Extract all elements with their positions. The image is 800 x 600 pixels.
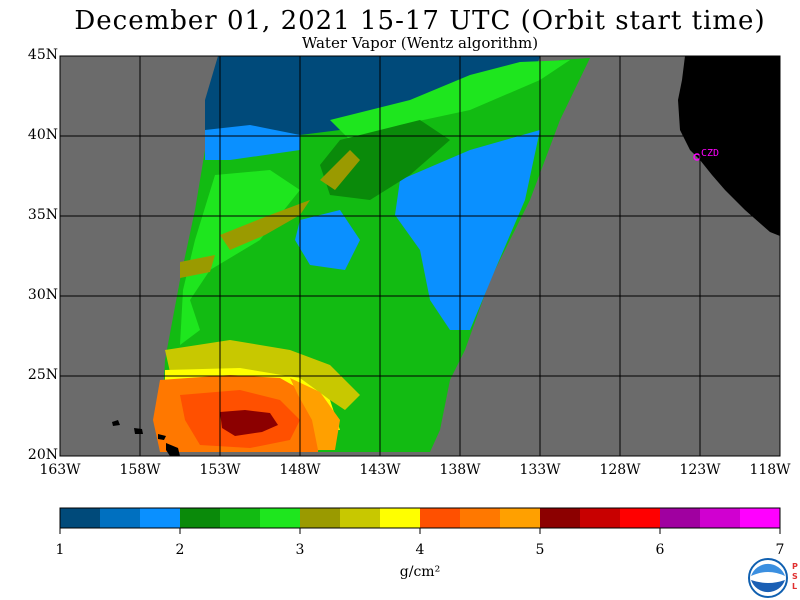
colorbar-swatch (660, 508, 701, 528)
swath-yellow-band (165, 340, 360, 410)
swath-blue-region (395, 130, 540, 330)
longitude-label: 138W (439, 462, 481, 478)
hawaii-island-1 (112, 420, 120, 426)
colorbar-swatch (300, 508, 341, 528)
longitude-label: 128W (599, 462, 641, 478)
longitude-label: 163W (39, 462, 81, 478)
swath-olive-streak-2 (320, 150, 360, 190)
swath-olive-streak (220, 200, 310, 250)
colorbar-tick-label: 3 (295, 542, 305, 558)
map-subtitle: Water Vapor (Wentz algorithm) (301, 34, 539, 52)
colorbar-swatch (420, 508, 461, 528)
colorbar-tick-label: 7 (775, 542, 785, 558)
longitude-label: 133W (519, 462, 561, 478)
colorbar-tick-label: 6 (655, 542, 665, 558)
colorbar-swatch (740, 508, 781, 528)
svg-text:NOAA: NOAA (755, 574, 781, 583)
colorbar-swatch (140, 508, 181, 528)
map-title: December 01, 2021 15-17 UTC (Orbit start… (74, 6, 766, 36)
swath-blue-region-3 (205, 125, 300, 160)
latitude-label: 40N (27, 127, 58, 143)
california-coast-land (678, 56, 780, 236)
longitude-label: 123W (679, 462, 721, 478)
colorbar-swatch (620, 508, 661, 528)
colorbar-tick-label: 4 (415, 542, 425, 558)
colorbar-swatch (700, 508, 741, 528)
colorbar-swatch (500, 508, 541, 528)
longitude-label: 143W (359, 462, 401, 478)
latitude-label: 45N (27, 47, 58, 63)
swath-bright-green-region-2 (330, 60, 570, 140)
colorbar-swatch (260, 508, 301, 528)
plot-frame (59, 55, 781, 457)
colorbar-swatch (380, 508, 421, 528)
colorbar-swatch (580, 508, 621, 528)
colorbar-swatch (100, 508, 141, 528)
colorbar-tick-label: 5 (535, 542, 545, 558)
satellite-swath (153, 56, 590, 452)
colorbar-swatch (220, 508, 261, 528)
gridlines (60, 56, 780, 456)
swath-dark-red-core (220, 410, 278, 436)
colorbar-swatch (180, 508, 221, 528)
colorbar-swatch (460, 508, 501, 528)
latitude-label: 20N (27, 447, 58, 463)
colorbar-units: g/cm² (399, 564, 441, 580)
longitude-label: 118W (749, 462, 791, 478)
longitude-label: 148W (279, 462, 321, 478)
hawaii-island-2 (134, 428, 143, 434)
colorbar-swatch (340, 508, 381, 528)
latitude-label: 35N (27, 207, 58, 223)
noaa-logo: NOAA (748, 558, 788, 598)
hawaii-island-3 (158, 434, 166, 440)
longitude-label: 153W (199, 462, 241, 478)
colorbar-tick-label: 2 (175, 542, 185, 558)
swath-blue-region-2 (295, 210, 360, 270)
station-label: CZD (701, 148, 719, 159)
swath-dark-green-band (320, 120, 450, 200)
swath-bright-green-region (180, 170, 300, 345)
hawaii-island-4 (166, 443, 180, 456)
longitude-label: 158W (119, 462, 161, 478)
swath-olive-streak-3 (180, 255, 215, 278)
latitude-label: 25N (27, 367, 58, 383)
colorbar-tick-label: 1 (55, 542, 65, 558)
colorbar-swatch (60, 508, 101, 528)
latitude-label: 30N (27, 287, 58, 303)
swath-amber-fringe (290, 378, 340, 450)
colorbar (59, 507, 781, 534)
colorbar-swatch (540, 508, 581, 528)
